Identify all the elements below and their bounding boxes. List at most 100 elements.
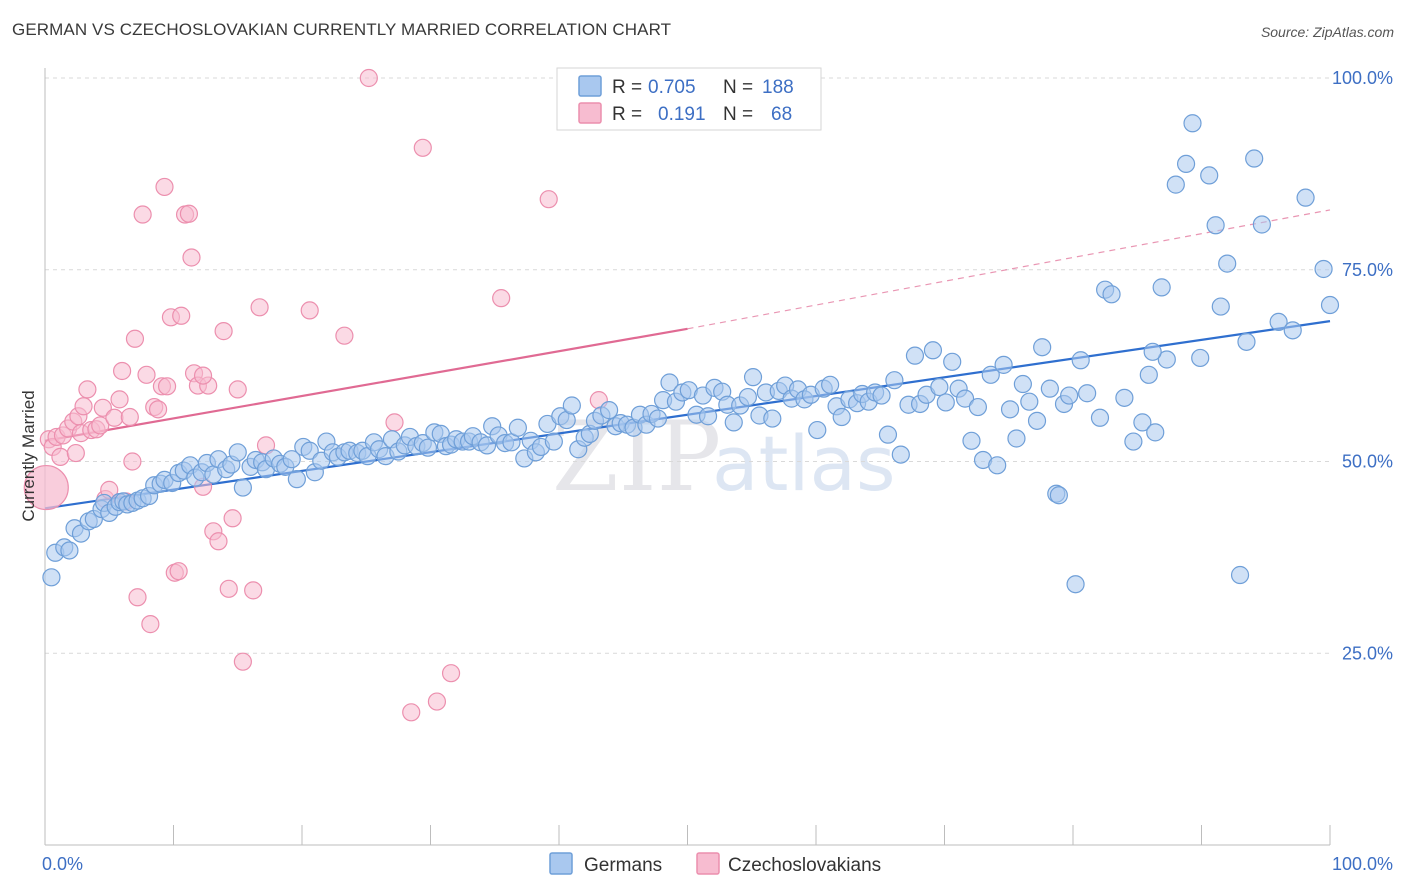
czechoslovakian-point xyxy=(233,652,252,671)
legend-swatch-czechoslovakians xyxy=(578,102,602,124)
chart-title: GERMAN VS CZECHOSLOVAKIAN CURRENTLY MARR… xyxy=(12,20,672,39)
german-point xyxy=(282,450,301,469)
czechoslovakian-point xyxy=(51,447,70,466)
legend-n-label: N = xyxy=(723,104,753,125)
german-point xyxy=(418,438,438,457)
german-point xyxy=(988,456,1007,475)
czechoslovakian-point xyxy=(78,380,97,399)
german-point xyxy=(600,401,619,420)
german-point xyxy=(1245,149,1264,168)
german-point xyxy=(1139,365,1158,384)
german-point xyxy=(923,341,943,360)
german-point xyxy=(1143,342,1162,361)
czechoslovakian-point xyxy=(250,298,269,317)
czechoslovakian-point xyxy=(182,248,201,267)
czechoslovakian-point xyxy=(193,366,213,385)
legend-r-value: 0.191 xyxy=(658,104,706,125)
german-point xyxy=(1066,575,1085,594)
legend-r-label: R = xyxy=(612,77,642,98)
german-point xyxy=(1027,411,1047,430)
german-point xyxy=(1218,254,1237,273)
y-tick-label: 75.0% xyxy=(1342,260,1393,280)
german-point xyxy=(872,386,891,405)
german-point xyxy=(1206,216,1225,235)
x-tick-label-min: 0.0% xyxy=(42,854,83,874)
german-point xyxy=(821,375,840,394)
german-point xyxy=(1020,392,1039,411)
german-point xyxy=(1013,374,1032,394)
czechoslovakian-point xyxy=(427,692,447,711)
german-point xyxy=(1090,408,1110,427)
czechoslovakian-points xyxy=(23,68,608,722)
czechoslovakian-point xyxy=(359,68,378,88)
czechoslovakian-point xyxy=(125,329,145,348)
axes: 0.0% 100.0% xyxy=(42,68,1393,874)
german-point xyxy=(808,420,827,440)
german-point xyxy=(1007,429,1026,448)
czechoslovakian-point xyxy=(402,703,421,722)
german-point xyxy=(1269,312,1288,332)
german-point xyxy=(562,396,581,415)
czechoslovakian-point xyxy=(244,581,263,600)
german-point xyxy=(994,355,1013,374)
czechoslovakian-point xyxy=(335,326,354,345)
czechoslovakian-point xyxy=(137,365,156,384)
czechoslovakian-point xyxy=(128,588,147,607)
german-point xyxy=(1124,432,1143,451)
czechoslovakian-point xyxy=(133,205,152,224)
german-point xyxy=(832,407,851,427)
german-point xyxy=(1166,175,1185,194)
german-point xyxy=(698,407,718,426)
source-credit: Source: ZipAtlas.com xyxy=(1260,24,1394,40)
german-point xyxy=(1040,379,1059,398)
german-point xyxy=(1230,565,1250,585)
legend-n-label: N = xyxy=(723,77,753,98)
german-point xyxy=(1296,188,1315,207)
german-point xyxy=(1183,114,1202,133)
german-point xyxy=(1152,278,1171,297)
german-point xyxy=(936,393,955,412)
czechoslovakian-point xyxy=(228,380,247,399)
legend-r-value: 0.705 xyxy=(648,77,696,98)
czechoslovakian-point xyxy=(74,397,93,416)
german-point xyxy=(1060,386,1079,405)
german-point xyxy=(233,478,252,497)
german-point xyxy=(1157,350,1176,369)
czechoslovakian-trend-line xyxy=(44,327,688,442)
czechoslovakian-point xyxy=(155,177,174,197)
legend-n-value: 188 xyxy=(762,77,794,98)
czechoslovakian-point xyxy=(214,322,233,341)
german-point xyxy=(905,346,925,365)
german-point xyxy=(891,445,910,464)
german-point xyxy=(300,441,319,460)
german-point xyxy=(981,365,1000,384)
german-point xyxy=(885,371,904,390)
german-point xyxy=(1252,215,1271,234)
german-point xyxy=(1000,400,1020,419)
german-point xyxy=(1115,388,1134,407)
german-point xyxy=(1049,486,1068,505)
y-axis-title: Currently Married xyxy=(19,390,38,521)
stats-legend: R = 0.705 N = 188 R = 0.191 N = 68 xyxy=(556,67,822,131)
german-point xyxy=(1071,351,1090,370)
german-point xyxy=(930,378,949,397)
german-point xyxy=(1133,413,1152,432)
bottom-legend-swatch-germans xyxy=(549,852,573,875)
german-point xyxy=(508,418,527,437)
czechoslovakian-point xyxy=(120,407,139,427)
czechoslovakian-point xyxy=(91,416,110,435)
german-point xyxy=(1211,297,1230,316)
czechoslovakian-point xyxy=(169,562,188,581)
czechoslovakian-point xyxy=(66,443,85,463)
german-point xyxy=(968,397,988,417)
german-point xyxy=(943,352,962,371)
german-points xyxy=(42,114,1340,594)
y-tick-label: 50.0% xyxy=(1342,452,1393,472)
german-point xyxy=(763,409,782,428)
czechoslovakian-point xyxy=(105,408,124,427)
bottom-legend: Germans Czechoslovakians xyxy=(549,852,881,876)
czechoslovakian-point xyxy=(441,664,461,683)
czechoslovakian-point xyxy=(223,509,242,528)
czechoslovakian-point xyxy=(148,400,168,419)
